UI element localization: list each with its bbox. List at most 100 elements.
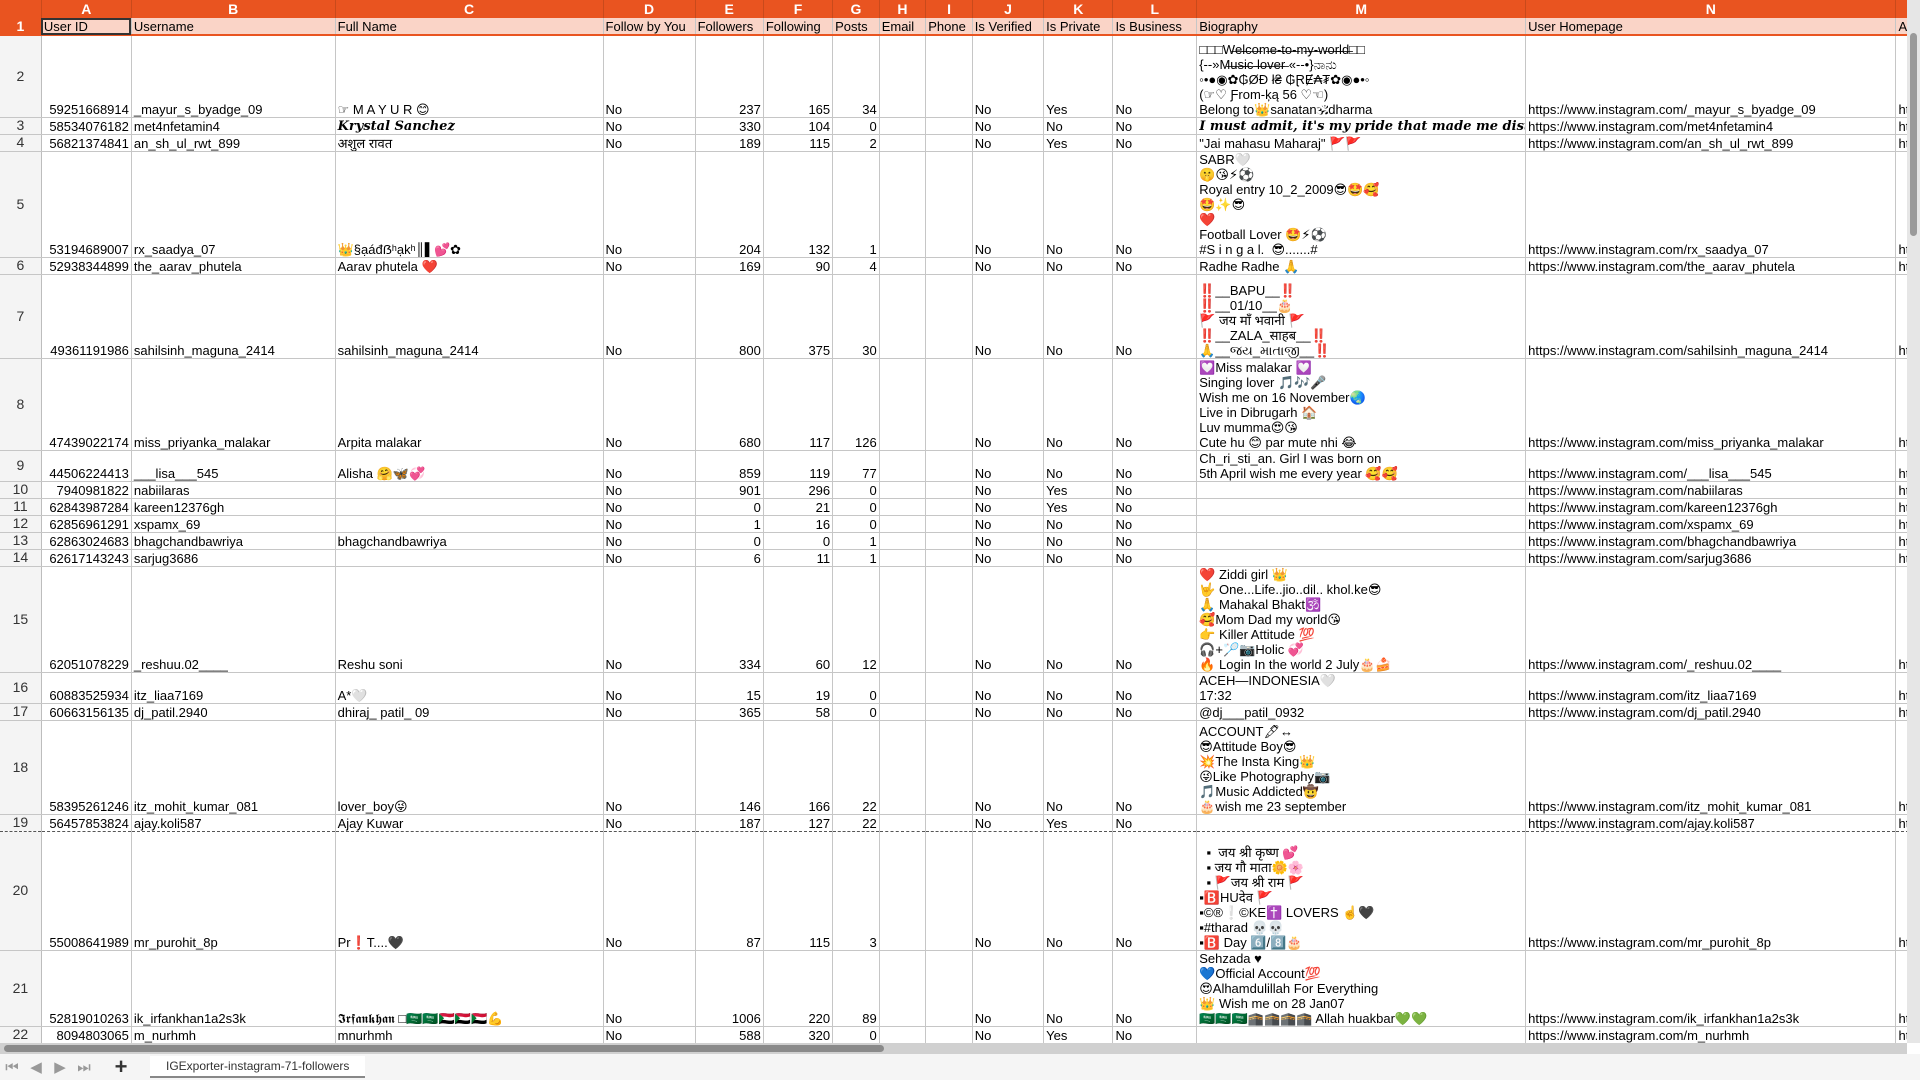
cell-followers[interactable]: 680 xyxy=(695,358,764,451)
cell-is-private[interactable]: No xyxy=(1043,950,1114,1027)
header-cell-is-private[interactable]: Is Private xyxy=(1043,18,1114,36)
cell-follow-by-you[interactable]: No xyxy=(602,1026,696,1043)
cell-follow-by-you[interactable]: No xyxy=(602,481,696,499)
cell-username[interactable]: itz_mohit_kumar_081 xyxy=(131,720,336,815)
column-header-f[interactable]: F xyxy=(763,0,834,18)
cell-full-name[interactable]: lover_boy😜 xyxy=(335,720,604,815)
cell-full-name[interactable] xyxy=(335,515,604,533)
cell-following[interactable]: 166 xyxy=(763,720,834,815)
cell-username[interactable]: an_sh_ul_rwt_899 xyxy=(131,134,336,152)
cell-user-id[interactable]: 44506224413 xyxy=(41,450,132,482)
cell-following[interactable]: 0 xyxy=(763,532,834,550)
row-number[interactable]: 21 xyxy=(0,950,42,1027)
cell-username[interactable]: itz_liaa7169 xyxy=(131,672,336,704)
cell-phone[interactable] xyxy=(925,814,973,832)
cell-is-business[interactable]: No xyxy=(1112,672,1198,704)
cell-followers[interactable]: 901 xyxy=(695,481,764,499)
cell-is-private[interactable]: Yes xyxy=(1043,498,1114,516)
cell-follow-by-you[interactable]: No xyxy=(602,720,696,815)
cell-user-homepage[interactable]: https://www.instagram.com/met4nfetamin4 xyxy=(1525,117,1897,135)
cell-followers[interactable]: 187 xyxy=(695,814,764,832)
header-cell-is-business[interactable]: Is Business xyxy=(1112,18,1198,36)
cell-biography[interactable]: □□□W̶e̶l̶c̶o̶m̶e̶-̶t̶o̶-̶m̶y̶-̶w̶o̶r̶l̶d… xyxy=(1196,35,1527,118)
cell-user-id[interactable]: 56821374841 xyxy=(41,134,132,152)
cell-user-homepage[interactable]: https://www.instagram.com/ajay.koli587 xyxy=(1525,814,1897,832)
cell-phone[interactable] xyxy=(925,831,973,951)
cell-phone[interactable] xyxy=(925,950,973,1027)
cell-is-private[interactable]: No xyxy=(1043,515,1114,533)
cell-follow-by-you[interactable]: No xyxy=(602,151,696,258)
cell-is-private[interactable]: No xyxy=(1043,450,1114,482)
cell-phone[interactable] xyxy=(925,35,973,118)
cell-avatar-url[interactable]: https://scont xyxy=(1895,257,1907,275)
column-header-b[interactable]: B xyxy=(131,0,336,18)
cell-is-business[interactable]: No xyxy=(1112,950,1198,1027)
cell-is-verified[interactable]: No xyxy=(972,117,1045,135)
cell-is-business[interactable]: No xyxy=(1112,151,1198,258)
select-all-corner[interactable] xyxy=(0,0,42,18)
cell-is-business[interactable]: No xyxy=(1112,117,1198,135)
cell-following[interactable]: 127 xyxy=(763,814,834,832)
cell-full-name[interactable]: Aarav phutela ❤️ xyxy=(335,257,604,275)
cell-biography[interactable]: ▪ जय श्री कृष्ण 💕 ▪ जय गौ माता🌼🌸 ▪ 🚩जय श… xyxy=(1196,831,1527,951)
cell-following[interactable]: 21 xyxy=(763,498,834,516)
cell-posts[interactable]: 0 xyxy=(832,498,880,516)
cell-following[interactable]: 220 xyxy=(763,950,834,1027)
cell-following[interactable]: 296 xyxy=(763,481,834,499)
cell-is-business[interactable]: No xyxy=(1112,566,1198,673)
header-cell-phone[interactable]: Phone xyxy=(925,18,973,36)
cell-posts[interactable]: 30 xyxy=(832,274,880,359)
cell-user-id[interactable]: 7940981822 xyxy=(41,481,132,499)
cell-is-business[interactable]: No xyxy=(1112,134,1198,152)
cell-user-homepage[interactable]: https://www.instagram.com/___lisa___545 xyxy=(1525,450,1897,482)
cell-is-verified[interactable]: No xyxy=(972,498,1045,516)
cell-email[interactable] xyxy=(879,498,927,516)
cell-followers[interactable]: 0 xyxy=(695,532,764,550)
cell-phone[interactable] xyxy=(925,498,973,516)
cell-user-id[interactable]: 62863024683 xyxy=(41,532,132,550)
cell-is-verified[interactable]: No xyxy=(972,257,1045,275)
cell-follow-by-you[interactable]: No xyxy=(602,672,696,704)
cell-avatar-url[interactable]: https://scont xyxy=(1895,35,1907,118)
cell-follow-by-you[interactable]: No xyxy=(602,134,696,152)
cell-user-id[interactable]: 52938344899 xyxy=(41,257,132,275)
cell-phone[interactable] xyxy=(925,257,973,275)
cell-username[interactable]: _reshuu.02____ xyxy=(131,566,336,673)
horizontal-scrollbar[interactable] xyxy=(0,1043,1907,1054)
cell-username[interactable]: ___lisa___545 xyxy=(131,450,336,482)
cell-user-id[interactable]: 62617143243 xyxy=(41,549,132,567)
cell-username[interactable]: sahilsinh_maguna_2414 xyxy=(131,274,336,359)
cell-username[interactable]: ik_irfankhan1a2s3k xyxy=(131,950,336,1027)
cell-user-id[interactable]: 8094803065 xyxy=(41,1026,132,1043)
cell-is-verified[interactable]: No xyxy=(972,515,1045,533)
row-number[interactable]: 4 xyxy=(0,134,42,152)
cell-phone[interactable] xyxy=(925,566,973,673)
cell-is-private[interactable]: Yes xyxy=(1043,1026,1114,1043)
cell-posts[interactable]: 0 xyxy=(832,672,880,704)
cell-phone[interactable] xyxy=(925,703,973,721)
cell-followers[interactable]: 1006 xyxy=(695,950,764,1027)
cell-user-homepage[interactable]: https://www.instagram.com/bhagchandbawri… xyxy=(1525,532,1897,550)
cell-full-name[interactable]: bhagchandbawriya xyxy=(335,532,604,550)
cell-username[interactable]: kareen12376gh xyxy=(131,498,336,516)
cell-posts[interactable]: 12 xyxy=(832,566,880,673)
row-number[interactable]: 22 xyxy=(0,1026,42,1043)
cell-avatar-url[interactable]: https://scont xyxy=(1895,950,1907,1027)
header-cell-avatar-url[interactable]: Avatar URL xyxy=(1895,18,1907,36)
cell-user-homepage[interactable]: https://www.instagram.com/itz_mohit_kuma… xyxy=(1525,720,1897,815)
cell-avatar-url[interactable]: https://scont xyxy=(1895,549,1907,567)
cell-is-private[interactable]: No xyxy=(1043,257,1114,275)
cell-biography[interactable] xyxy=(1196,549,1527,567)
cell-posts[interactable]: 126 xyxy=(832,358,880,451)
cell-is-private[interactable]: No xyxy=(1043,720,1114,815)
header-cell-follow-by-you[interactable]: Follow by You xyxy=(602,18,696,36)
cell-is-business[interactable]: No xyxy=(1112,1026,1198,1043)
cell-follow-by-you[interactable]: No xyxy=(602,549,696,567)
cell-avatar-url[interactable]: https://instag xyxy=(1895,498,1907,516)
cell-user-homepage[interactable]: https://www.instagram.com/sarjug3686 xyxy=(1525,549,1897,567)
cell-username[interactable]: miss_priyanka_malakar xyxy=(131,358,336,451)
row-number[interactable]: 18 xyxy=(0,720,42,815)
cell-posts[interactable]: 1 xyxy=(832,151,880,258)
cell-avatar-url[interactable]: https://scont xyxy=(1895,703,1907,721)
cell-followers[interactable]: 334 xyxy=(695,566,764,673)
